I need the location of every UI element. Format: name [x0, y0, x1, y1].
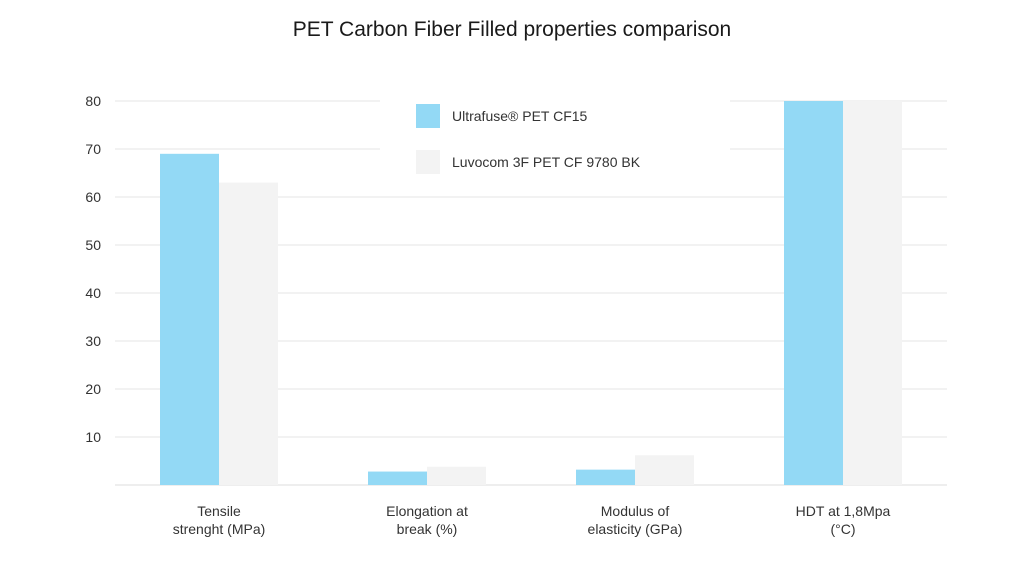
- x-category-label: Elongation at: [386, 503, 468, 519]
- x-category-label: elasticity (GPa): [588, 521, 683, 537]
- bar-ultrafuse-2: [576, 469, 635, 485]
- legend: Ultrafuse® PET CF15 Luvocom 3F PET CF 97…: [380, 88, 730, 188]
- x-category-label: Tensile: [197, 503, 241, 519]
- y-tick-label: 10: [85, 429, 101, 445]
- y-tick-label: 30: [85, 333, 101, 349]
- bar-ultrafuse-0: [160, 153, 219, 486]
- y-tick-label: 50: [85, 237, 101, 253]
- bar-luvocom-3: [843, 101, 902, 485]
- bar-luvocom-1: [427, 466, 486, 485]
- x-category-label: HDT at 1,8Mpa: [796, 503, 891, 519]
- legend-label-ultrafuse: Ultrafuse® PET CF15: [452, 108, 588, 124]
- y-tick-label: 40: [85, 285, 101, 301]
- y-tick-label: 60: [85, 189, 101, 205]
- chart-title: PET Carbon Fiber Filled properties compa…: [293, 18, 731, 41]
- bars: [160, 101, 902, 486]
- bar-luvocom-2: [635, 455, 694, 485]
- y-tick-label: 70: [85, 141, 101, 157]
- bar-ultrafuse-3: [784, 101, 843, 485]
- y-tick-label: 80: [85, 93, 101, 109]
- x-category-label: break (%): [397, 521, 458, 537]
- legend-swatch-luvocom: [416, 150, 440, 174]
- bar-luvocom-0: [219, 182, 278, 485]
- bar-ultrafuse-1: [368, 471, 427, 485]
- legend-swatch-ultrafuse: [416, 104, 440, 128]
- x-axis-categories: Tensile strenght (MPa) Elongation at break …: [173, 503, 891, 537]
- y-tick-label: 20: [85, 381, 101, 397]
- y-axis-ticks: 10 20 30 40 50 60 70 80: [85, 93, 101, 445]
- x-category-label: Modulus of: [601, 503, 670, 519]
- legend-label-luvocom: Luvocom 3F PET CF 9780 BK: [452, 154, 641, 170]
- x-category-label: strenght (MPa): [173, 521, 266, 537]
- x-category-label: (°C): [830, 521, 855, 537]
